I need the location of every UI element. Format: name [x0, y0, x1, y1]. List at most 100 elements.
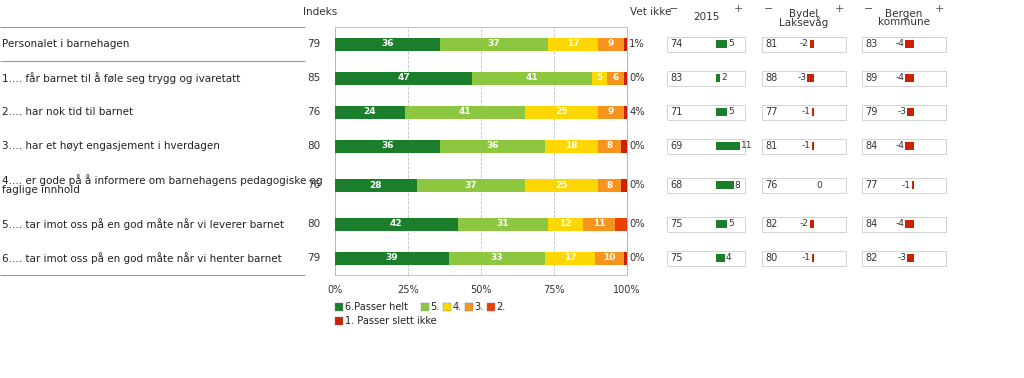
- Text: 76: 76: [765, 180, 777, 190]
- Bar: [716, 108, 727, 116]
- Text: Bergen: Bergen: [886, 9, 923, 19]
- Text: 75%: 75%: [543, 285, 565, 295]
- Bar: [716, 74, 721, 82]
- Text: 81: 81: [765, 141, 777, 151]
- Text: 76: 76: [307, 107, 319, 117]
- Bar: [335, 217, 458, 231]
- Text: -3: -3: [897, 254, 906, 262]
- Bar: [667, 104, 745, 119]
- Text: 9: 9: [608, 107, 614, 116]
- Bar: [335, 317, 343, 325]
- Bar: [762, 138, 846, 153]
- Text: 79: 79: [307, 253, 319, 263]
- Text: -4: -4: [895, 73, 904, 82]
- Text: 28: 28: [370, 181, 382, 189]
- Text: 8: 8: [606, 181, 612, 189]
- Text: 41: 41: [525, 73, 539, 82]
- Bar: [335, 251, 449, 265]
- Text: 75: 75: [670, 253, 683, 263]
- Text: 81: 81: [765, 39, 777, 49]
- Bar: [335, 27, 627, 275]
- Text: 2.... har nok tid til barnet: 2.... har nok tid til barnet: [2, 107, 133, 117]
- Bar: [716, 220, 727, 228]
- Text: 8: 8: [734, 181, 740, 189]
- Bar: [862, 217, 946, 231]
- Bar: [862, 251, 946, 265]
- Text: 11: 11: [741, 141, 753, 150]
- Text: Personalet i barnehagen: Personalet i barnehagen: [2, 39, 129, 49]
- Bar: [335, 105, 406, 118]
- Text: 68: 68: [670, 180, 682, 190]
- Bar: [911, 181, 914, 189]
- Text: 83: 83: [670, 73, 682, 83]
- Text: -3: -3: [798, 73, 807, 82]
- Bar: [406, 105, 524, 118]
- Bar: [807, 74, 814, 82]
- Text: 1. Passer slett ikke: 1. Passer slett ikke: [345, 316, 436, 326]
- Bar: [667, 251, 745, 265]
- Text: 3.: 3.: [474, 302, 483, 312]
- Text: 74: 74: [670, 39, 682, 49]
- Text: 17: 17: [564, 254, 577, 262]
- Bar: [862, 178, 946, 192]
- Text: 6: 6: [612, 73, 618, 82]
- Bar: [810, 220, 814, 228]
- Text: +: +: [835, 4, 844, 14]
- Bar: [716, 181, 733, 189]
- Text: 89: 89: [865, 73, 878, 83]
- Bar: [449, 251, 545, 265]
- Text: Bydel: Bydel: [790, 9, 818, 19]
- Bar: [472, 71, 592, 85]
- Bar: [812, 254, 814, 262]
- Text: 77: 77: [765, 107, 777, 117]
- Bar: [598, 37, 624, 51]
- Bar: [907, 254, 914, 262]
- Bar: [524, 105, 598, 118]
- Bar: [667, 138, 745, 153]
- Bar: [622, 178, 627, 192]
- Bar: [812, 108, 814, 116]
- Bar: [907, 108, 914, 116]
- Text: 83: 83: [865, 39, 878, 49]
- Text: 5: 5: [596, 73, 602, 82]
- Bar: [335, 178, 417, 192]
- Bar: [584, 217, 615, 231]
- Text: 1.... får barnet til å føle seg trygg og ivaretatt: 1.... får barnet til å føle seg trygg og…: [2, 72, 241, 84]
- Text: 4: 4: [726, 254, 731, 262]
- Bar: [595, 251, 624, 265]
- Text: 9: 9: [608, 39, 614, 48]
- Text: 79: 79: [865, 107, 878, 117]
- Bar: [417, 178, 524, 192]
- Text: 0%: 0%: [630, 141, 645, 151]
- Text: -4: -4: [895, 220, 904, 228]
- Text: 84: 84: [865, 141, 878, 151]
- Text: 84: 84: [865, 219, 878, 229]
- Bar: [762, 104, 846, 119]
- Text: 80: 80: [307, 219, 319, 229]
- Bar: [335, 37, 440, 51]
- Text: Vet ikke: Vet ikke: [631, 7, 672, 17]
- Text: -1: -1: [802, 141, 811, 150]
- Bar: [606, 71, 624, 85]
- Bar: [598, 178, 622, 192]
- Text: -4: -4: [895, 39, 904, 48]
- Bar: [862, 37, 946, 51]
- Text: 36: 36: [486, 141, 499, 150]
- Bar: [862, 71, 946, 85]
- Text: 47: 47: [397, 73, 410, 82]
- Bar: [545, 251, 595, 265]
- Bar: [667, 71, 745, 85]
- Text: 4%: 4%: [630, 107, 645, 117]
- Text: 12: 12: [559, 220, 572, 228]
- Text: +: +: [935, 4, 944, 14]
- Text: 71: 71: [670, 107, 682, 117]
- Text: -1: -1: [902, 181, 910, 189]
- Text: Indeks: Indeks: [303, 7, 337, 17]
- Text: 50%: 50%: [470, 285, 492, 295]
- Bar: [486, 303, 495, 311]
- Bar: [548, 37, 598, 51]
- Text: 5.... tar imot oss på en god måte når vi leverer barnet: 5.... tar imot oss på en god måte når vi…: [2, 218, 284, 230]
- Text: 6.... tar imot oss på en god måte når vi henter barnet: 6.... tar imot oss på en god måte når vi…: [2, 252, 282, 264]
- Text: 0%: 0%: [630, 180, 645, 190]
- Text: -2: -2: [800, 220, 809, 228]
